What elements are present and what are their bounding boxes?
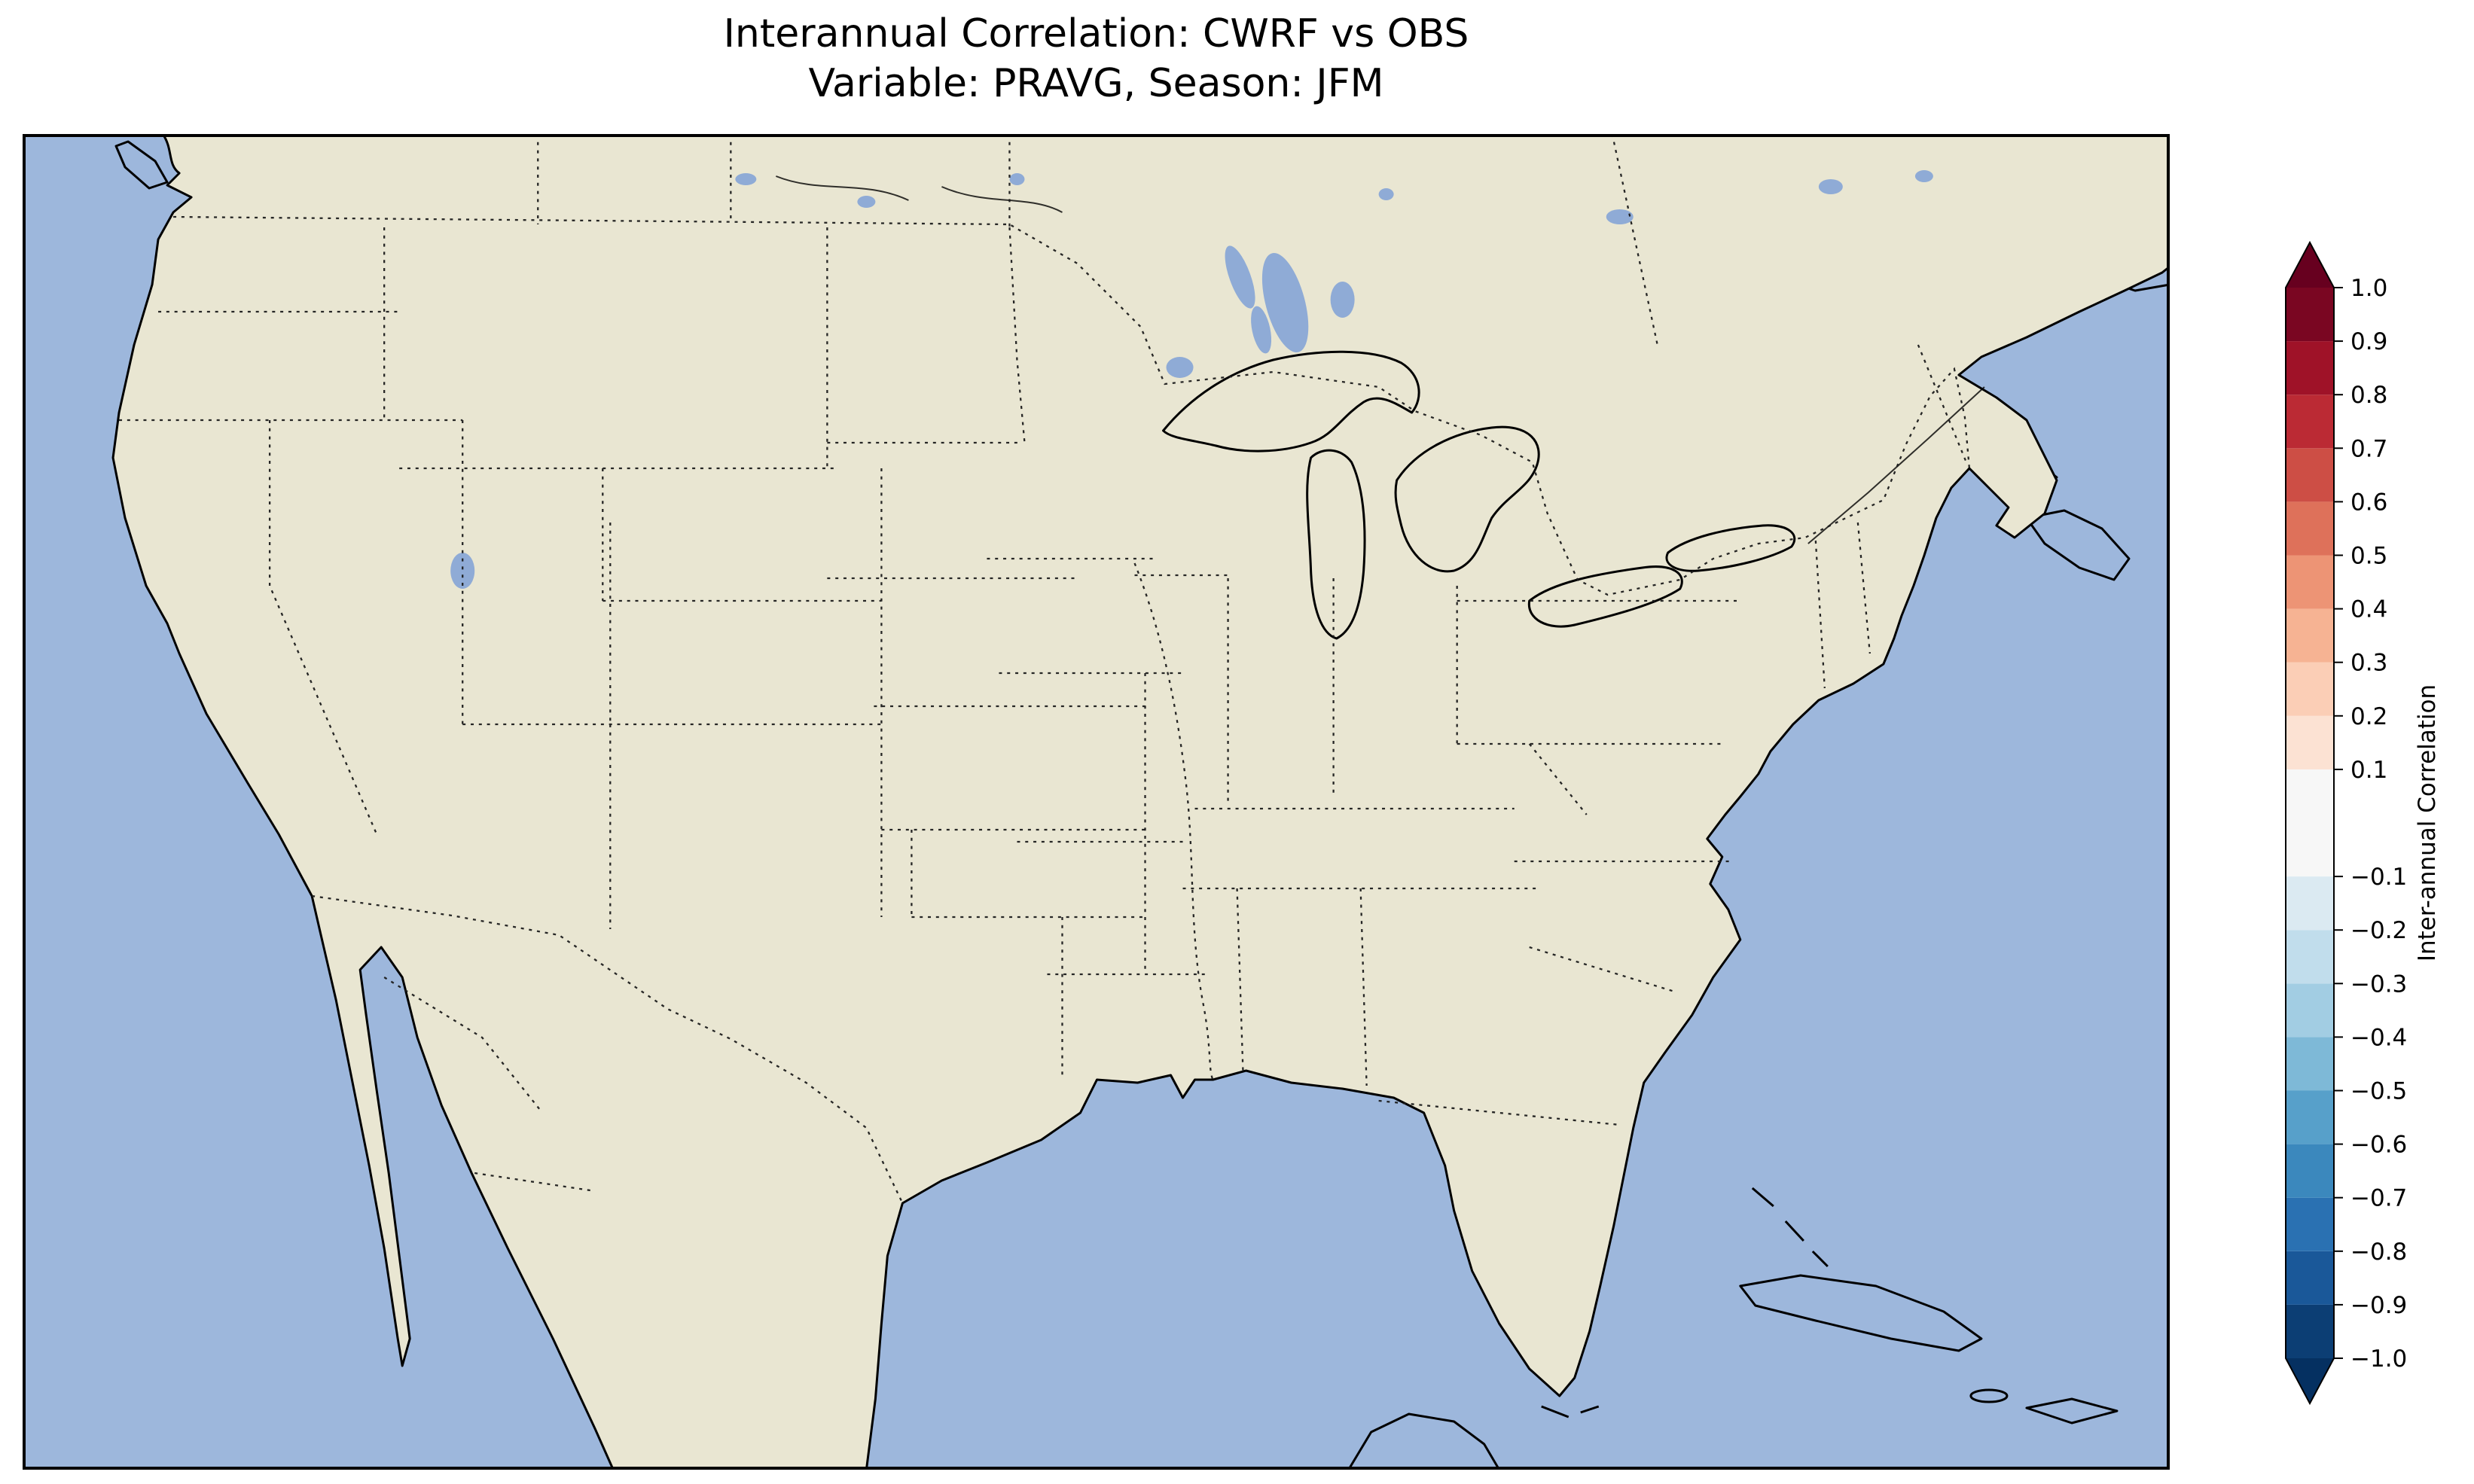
- colorbar-tick-label: 0.5: [2350, 543, 2387, 570]
- title-line-2: Variable: PRAVG, Season: JFM: [808, 61, 1384, 106]
- nova-scotia: [2025, 509, 2131, 581]
- us-mexico-border: [311, 894, 904, 1204]
- canada-mexico-internal-borders: [383, 134, 1967, 1193]
- colorbar-tick-label: −0.1: [2350, 864, 2407, 891]
- cuba: [1739, 1274, 1983, 1352]
- map-frame: [23, 134, 2170, 1470]
- state-borders-west: [119, 227, 1145, 929]
- colorbar-ticks: 1.0 0.9 0.8 0.7 0.6 0.5 0.4 0.3 0.2 0.1 −0.1 −0.2 −0…: [2334, 275, 2407, 1373]
- jamaica: [1969, 1388, 2009, 1403]
- hispaniola-edge: [2025, 1397, 2119, 1425]
- state-borders-central: [987, 227, 1228, 1080]
- yucatan: [1347, 1412, 1501, 1470]
- colorbar-tick-label: −1.0: [2350, 1345, 2407, 1373]
- map-canvas: [23, 134, 2170, 1470]
- colorbar-tick-label: 0.6: [2350, 489, 2387, 516]
- colorbar-bands: [2286, 242, 2334, 1403]
- colorbar-tick-label: 0.4: [2350, 596, 2387, 623]
- state-borders-east: [1182, 522, 1872, 1126]
- colorbar-tick-label: −0.4: [2350, 1024, 2407, 1051]
- colorbar-tick-label: −0.8: [2350, 1239, 2407, 1266]
- colorbar-tick-label: −0.9: [2350, 1292, 2407, 1319]
- vancouver-island: [114, 140, 169, 190]
- lake-michigan: [1306, 449, 1366, 640]
- title-line-1: Interannual Correlation: CWRF vs OBS: [723, 11, 1469, 56]
- bahamas: [1751, 1187, 1829, 1268]
- colorbar-tick-label: −0.5: [2350, 1078, 2407, 1105]
- colorbar-tick-label: 1.0: [2350, 275, 2387, 302]
- colorbar: 1.0 0.9 0.8 0.7 0.6 0.5 0.4 0.3 0.2 0.1 −0.1 −0.2 −0…: [2285, 240, 2441, 1406]
- colorbar-tick-label: 0.1: [2350, 757, 2387, 784]
- us-canada-border: [173, 215, 1971, 596]
- florida-keys: [1541, 1405, 1600, 1418]
- colorbar-tick-label: 0.3: [2350, 650, 2387, 677]
- colorbar-tick-label: −0.6: [2350, 1132, 2407, 1159]
- political-borders: [119, 134, 1971, 1204]
- lake-huron: [1394, 425, 1540, 573]
- colorbar-tick-label: 0.9: [2350, 328, 2387, 355]
- colorbar-tick-label: 0.7: [2350, 435, 2387, 462]
- lake-superior: [1162, 350, 1420, 453]
- colorbar-tick-label: −0.2: [2350, 917, 2407, 944]
- colorbar-axis-label: Inter-annual Correlation: [2414, 684, 2441, 961]
- colorbar-tick-label: 0.8: [2350, 382, 2387, 409]
- lakes: [450, 170, 1933, 640]
- colorbar-tick-label: 0.2: [2350, 703, 2387, 730]
- st-lawrence-river: [775, 175, 1985, 544]
- great-salt-lake: [450, 553, 475, 589]
- colorbar-tick-label: −0.7: [2350, 1185, 2407, 1212]
- islands: [1347, 1187, 2119, 1470]
- lake-erie: [1527, 565, 1683, 628]
- figure-title: Interannual Correlation: CWRF vs OBS Var…: [23, 9, 2170, 108]
- canada-lakes: [735, 170, 1933, 378]
- colorbar-tick-label: −0.3: [2350, 971, 2407, 998]
- lake-ontario: [1665, 524, 1796, 572]
